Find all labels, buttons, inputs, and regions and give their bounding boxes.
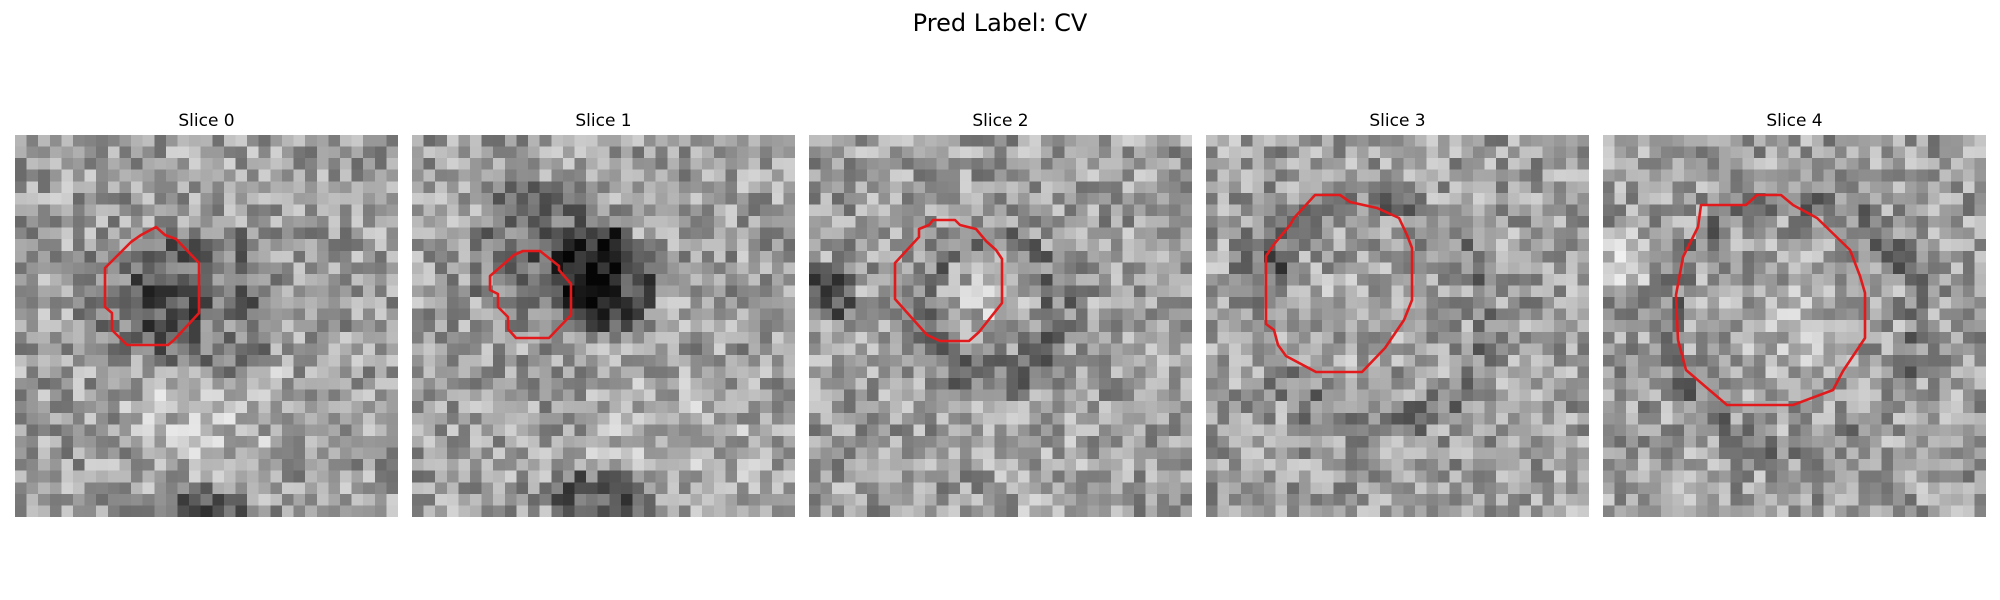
slice-image xyxy=(809,135,1192,517)
slice-panel-0: Slice 0 xyxy=(15,110,398,517)
slice-title: Slice 0 xyxy=(178,111,235,131)
grayscale-slice-image xyxy=(412,135,795,517)
slice-image xyxy=(15,135,398,517)
contour-overlay xyxy=(103,225,201,347)
slice-panel-1: Slice 1 xyxy=(412,110,795,517)
contour-overlay xyxy=(488,249,573,340)
contour-overlay xyxy=(1264,193,1414,374)
slice-title: Slice 2 xyxy=(972,111,1029,131)
grayscale-slice-image xyxy=(15,135,398,517)
slice-panel-2: Slice 2 xyxy=(809,110,1192,517)
slice-title: Slice 1 xyxy=(575,111,632,131)
contour-overlay xyxy=(893,218,1004,343)
contour-overlay xyxy=(1674,193,1867,407)
slice-title: Slice 4 xyxy=(1766,111,1823,131)
red-polygon-outline-icon xyxy=(893,218,1004,343)
red-polygon-outline-icon xyxy=(103,225,201,347)
red-polygon-outline-icon xyxy=(1674,193,1867,407)
slice-panel-3: Slice 3 xyxy=(1206,110,1589,517)
figure-title: Pred Label: CV xyxy=(912,9,1088,37)
grayscale-slice-image xyxy=(1603,135,1986,517)
slice-title: Slice 3 xyxy=(1369,111,1426,131)
red-polygon-outline-icon xyxy=(1264,193,1414,374)
slice-image xyxy=(412,135,795,517)
red-polygon-outline-icon xyxy=(488,249,573,340)
slice-image xyxy=(1206,135,1589,517)
slice-panel-4: Slice 4 xyxy=(1603,110,1986,517)
slice-image xyxy=(1603,135,1986,517)
grayscale-slice-image xyxy=(809,135,1192,517)
